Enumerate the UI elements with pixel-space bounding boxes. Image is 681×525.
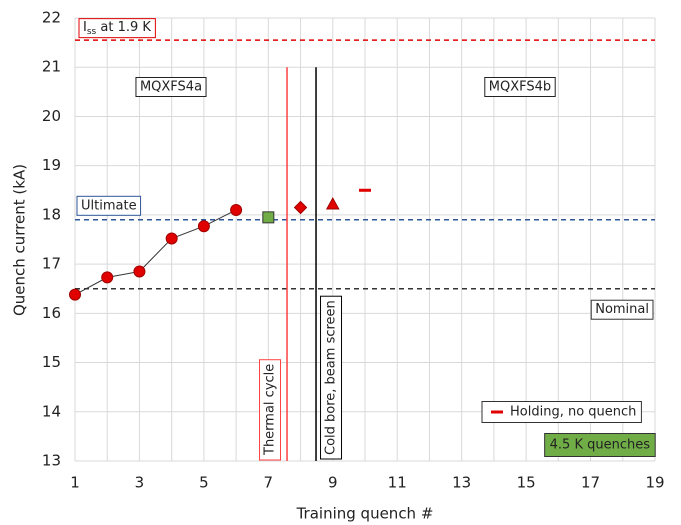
x-tick-label: 3	[135, 474, 145, 492]
y-tick-label: 19	[42, 156, 61, 174]
x-tick-label: 19	[645, 474, 664, 492]
legend-label: 4.5 K quenches	[550, 438, 651, 453]
label-part: at 1.9 K	[96, 20, 151, 35]
region-label-box	[484, 77, 556, 97]
data-point	[101, 271, 114, 284]
region-label: MQXFS4b	[489, 80, 551, 95]
y-tick-label: 21	[42, 58, 61, 76]
legend-box	[481, 401, 642, 423]
x-tick-label: 17	[581, 474, 600, 492]
x-tick-label: 9	[328, 474, 338, 492]
data-point	[325, 197, 340, 210]
y-tick-label: 17	[42, 255, 61, 273]
data-point	[69, 288, 81, 301]
data-point	[262, 211, 275, 224]
x-tick-label: 1	[70, 474, 80, 492]
series-line	[74, 209, 237, 296]
y-tick-label: 16	[42, 304, 61, 322]
region-label: MQXFS4a	[140, 80, 202, 95]
reference-label: Ultimate	[81, 198, 137, 213]
y-tick-label: 20	[42, 107, 61, 125]
x-tick-label: 13	[452, 474, 471, 492]
y-axis-label: Quench current (kA)	[11, 164, 29, 316]
legend-label: Holding, no quench	[510, 405, 636, 420]
x-tick-label: 5	[199, 474, 209, 492]
data-point	[359, 188, 371, 192]
x-axis-label: Training quench #	[296, 505, 434, 523]
data-point	[491, 410, 503, 414]
vertical-label-text: Thermal cycle	[263, 364, 278, 456]
reference-label-box	[78, 18, 156, 39]
x-tick-label: 7	[264, 474, 274, 492]
y-tick-label: 22	[42, 9, 61, 27]
data-point	[165, 232, 178, 245]
reference-label-box	[590, 299, 654, 320]
data-point	[133, 265, 146, 278]
reference-label: Iss at 1.9 K	[83, 20, 151, 37]
data-point	[230, 203, 243, 216]
reference-label-box	[76, 195, 142, 216]
vertical-label: Cold bore, beam screen	[320, 295, 343, 460]
label-sub: ss	[87, 27, 97, 37]
y-tick-label: 18	[42, 205, 61, 223]
vertical-label: Thermal cycle	[259, 359, 282, 461]
vertical-label-box	[320, 295, 343, 460]
label-part: I	[83, 20, 87, 35]
data-point	[197, 220, 210, 233]
vertical-label-box	[259, 359, 282, 461]
legend-box	[544, 433, 656, 457]
y-tick-label: 13	[42, 452, 61, 470]
x-tick-label: 15	[517, 474, 536, 492]
data-point	[293, 200, 308, 215]
region-label-box	[135, 77, 207, 97]
vertical-label-text: Cold bore, beam screen	[324, 300, 339, 455]
y-tick-label: 14	[42, 402, 61, 420]
x-tick-label: 11	[388, 474, 407, 492]
y-tick-label: 15	[42, 353, 61, 371]
reference-label: Nominal	[595, 302, 649, 317]
